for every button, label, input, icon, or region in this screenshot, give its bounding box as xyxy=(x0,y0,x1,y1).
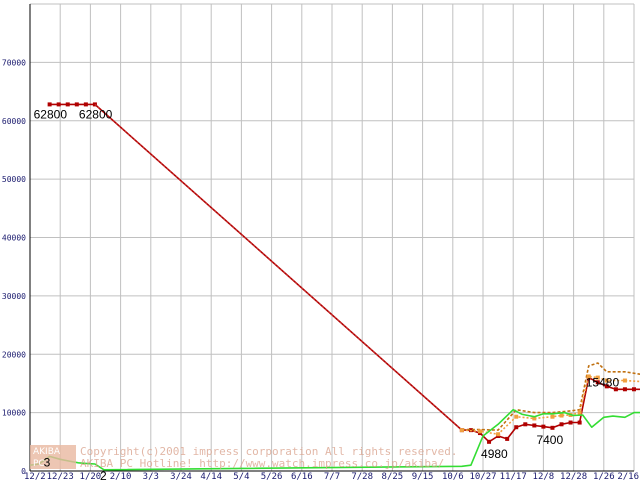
series-1-marker xyxy=(559,422,564,427)
chart-grid xyxy=(29,3,635,472)
series-4-marker xyxy=(459,428,464,433)
x-tick-label: 9/15 xyxy=(412,472,434,480)
series-4-marker xyxy=(622,378,627,383)
x-tick-label: 10/6 xyxy=(442,472,464,480)
series-1-marker xyxy=(541,424,546,429)
x-tick-label: 5/26 xyxy=(261,472,283,480)
series-1-marker xyxy=(622,387,627,392)
series-4-marker xyxy=(496,432,501,437)
series-1-marker xyxy=(613,387,618,392)
series-1-marker xyxy=(532,423,537,428)
series-line-1 xyxy=(49,103,640,443)
series-4-marker xyxy=(604,378,609,383)
series-1-marker xyxy=(523,422,528,427)
x-tick-label: 12/23 xyxy=(47,472,74,480)
series-4-marker xyxy=(514,414,519,419)
x-tick-label: 7/7 xyxy=(324,472,340,480)
x-tick-label: 3/3 xyxy=(143,472,159,480)
x-tick-label: 12/8 xyxy=(533,472,555,480)
series-1-marker xyxy=(65,102,70,107)
data-label: 62800 xyxy=(34,107,68,121)
watermark-badge-top xyxy=(30,445,76,457)
x-tick-label: 6/16 xyxy=(291,472,313,480)
y-tick-label: 70000 xyxy=(2,58,26,67)
watermark-badge-bottom-text: PC xyxy=(33,459,45,469)
watermark-badge-top-text: AKIBA xyxy=(33,447,61,457)
x-tick-label: 2/10 xyxy=(110,472,132,480)
x-tick-label: 12/28 xyxy=(560,472,587,480)
series-1-marker xyxy=(568,420,573,425)
data-label: 2 xyxy=(100,469,107,480)
x-tick-label: 3/24 xyxy=(170,472,192,480)
series-4-marker xyxy=(586,374,591,379)
y-tick-label: 40000 xyxy=(2,234,26,243)
data-labels: 628006280049807400154801232 xyxy=(34,107,640,480)
y-tick-label: 60000 xyxy=(2,117,26,126)
x-tick-label: 1/26 xyxy=(593,472,615,480)
series-4-marker xyxy=(550,414,555,419)
x-tick-label: 4/14 xyxy=(200,472,222,480)
series-1-marker xyxy=(595,380,600,385)
y-tick-label: 0 xyxy=(21,467,26,476)
series-1-marker xyxy=(604,384,609,389)
series-1-marker xyxy=(514,425,519,430)
series-layer xyxy=(29,102,640,471)
series-line-2 xyxy=(94,104,463,431)
y-tick-label: 30000 xyxy=(2,292,26,301)
series-4-marker xyxy=(477,429,482,434)
y-tick-label: 20000 xyxy=(2,350,26,359)
x-tick-label: 11/17 xyxy=(500,472,527,480)
watermark-url-text: AKIBA PC Hotline! http://www.watch.impre… xyxy=(80,457,444,470)
series-4-marker xyxy=(532,416,537,421)
series-4-marker xyxy=(577,410,582,415)
copyright-watermark: AKIBA PC Copyright(c)2001 impress corpor… xyxy=(30,445,458,470)
series-4-marker xyxy=(559,413,564,418)
data-label: 15480 xyxy=(586,376,620,390)
data-label: 62800 xyxy=(79,107,113,121)
series-1-marker xyxy=(83,102,88,107)
data-label: 7400 xyxy=(536,433,563,447)
x-tick-label: 10/27 xyxy=(469,472,496,480)
series-1-marker xyxy=(632,387,636,392)
x-tick-label: 12/2 xyxy=(24,472,46,480)
series-1-marker xyxy=(47,102,52,107)
data-label: 3 xyxy=(44,455,51,469)
y-axis: 0 10000 20000 30000 40000 50000 60000 70000 xyxy=(2,58,26,476)
series-1-marker xyxy=(74,102,79,107)
series-1-marker xyxy=(550,425,555,430)
series-1-marker xyxy=(577,420,582,425)
x-axis: 12/2 12/23 1/20 2/10 3/3 3/24 4/14 5/4 5/26 6/16 7… xyxy=(24,472,639,480)
x-tick-label: 8/25 xyxy=(382,472,404,480)
series-1-marker xyxy=(56,102,61,107)
series-1-marker xyxy=(505,436,510,441)
watermark-badge-bottom xyxy=(30,457,76,469)
watermark-copyright-text: Copyright(c)2001 impress corporation All… xyxy=(80,445,458,458)
series-line-3 xyxy=(461,362,640,431)
series-1-marker xyxy=(487,439,492,444)
x-tick-label: 7/28 xyxy=(351,472,373,480)
y-tick-label: 50000 xyxy=(2,175,26,184)
x-tick-label: 1/20 xyxy=(80,472,102,480)
x-tick-label: 5/4 xyxy=(233,472,249,480)
series-4-marker xyxy=(595,375,600,380)
y-tick-label: 10000 xyxy=(2,409,26,418)
data-label: 4980 xyxy=(481,447,508,461)
x-tick-label: 2/16 xyxy=(617,472,639,480)
